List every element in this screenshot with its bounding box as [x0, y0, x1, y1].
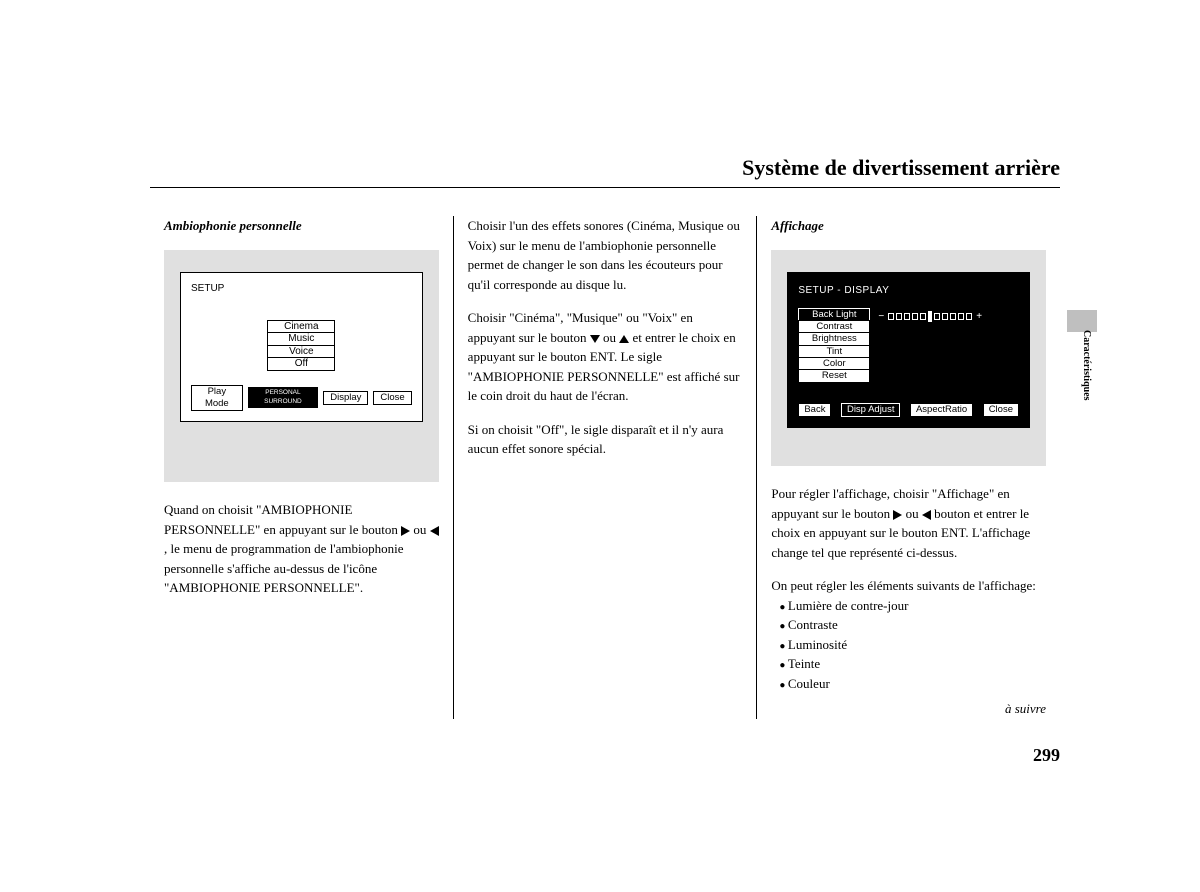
display-screen-title: SETUP - DISPLAY: [798, 283, 1019, 298]
menu-item-off[interactable]: Off: [267, 357, 335, 371]
bullet-tint: Teinte: [779, 654, 1046, 674]
page-number: 299: [1033, 745, 1060, 766]
play-mode-button[interactable]: Play Mode: [191, 385, 243, 412]
triangle-down-icon: [590, 335, 600, 343]
close-button-2[interactable]: Close: [983, 403, 1019, 417]
display-labels: Back Light Contrast Brightness Tint Colo…: [798, 308, 870, 383]
slider-cursor: [928, 311, 932, 322]
triangle-left-icon: [922, 510, 931, 520]
triangle-right-icon: [401, 526, 410, 536]
side-tab: Caractéristiques: [1081, 310, 1092, 401]
col1-text-c: , le menu de programmation de l'ambiopho…: [164, 541, 404, 595]
col3-para2: On peut régler les éléments suivants de …: [771, 576, 1046, 596]
slider-area: − +: [876, 308, 1019, 383]
display-bottom-row: Back Disp Adjust AspectRatio Close: [798, 403, 1019, 417]
plus-sign: +: [976, 309, 982, 324]
menu-item-voice[interactable]: Voice: [267, 345, 335, 359]
close-button[interactable]: Close: [373, 391, 411, 405]
personal-surround-button[interactable]: PERSONAL SURROUND: [248, 387, 319, 408]
col2-para2: Choisir "Cinéma", "Musique" ou "Voix" en…: [468, 308, 743, 406]
column-3: Affichage SETUP - DISPLAY Back Light Con…: [756, 216, 1060, 719]
setup-screen: SETUP Cinema Music Voice Off Play Mode P…: [180, 272, 423, 423]
column-1: Ambiophonie personnelle SETUP Cinema Mus…: [150, 216, 453, 719]
setup-screen-title: SETUP: [191, 281, 412, 296]
label-backlight[interactable]: Back Light: [798, 308, 870, 321]
display-screen-frame: SETUP - DISPLAY Back Light Contrast Brig…: [771, 250, 1046, 467]
setup-bottom-row: Play Mode PERSONAL SURROUND Display Clos…: [191, 385, 412, 412]
col2-para3: Si on choisit "Off", le sigle disparaît …: [468, 420, 743, 459]
col1-paragraph: Quand on choisit "AMBIOPHONIE PERSONNELL…: [164, 500, 439, 598]
aspect-ratio-button[interactable]: AspectRatio: [910, 403, 973, 417]
page-title: Système de divertissement arrière: [150, 155, 1060, 188]
setup-screen-frame: SETUP Cinema Music Voice Off Play Mode P…: [164, 250, 439, 483]
minus-sign: −: [878, 309, 884, 324]
content-columns: Ambiophonie personnelle SETUP Cinema Mus…: [150, 216, 1060, 719]
display-screen: SETUP - DISPLAY Back Light Contrast Brig…: [787, 272, 1030, 429]
continue-text: à suivre: [771, 699, 1046, 719]
col3-para1: Pour régler l'affichage, choisir "Affich…: [771, 484, 1046, 562]
col2-para1: Choisir l'un des effets sonores (Cinéma,…: [468, 216, 743, 294]
bullet-brightness: Luminosité: [779, 635, 1046, 655]
surround-menu: Cinema Music Voice Off: [191, 320, 412, 371]
col1-heading: Ambiophonie personnelle: [164, 216, 439, 236]
bullet-color: Couleur: [779, 674, 1046, 694]
label-tint[interactable]: Tint: [798, 345, 870, 358]
back-button[interactable]: Back: [798, 403, 831, 417]
display-button[interactable]: Display: [323, 391, 368, 405]
menu-item-music[interactable]: Music: [267, 332, 335, 346]
triangle-right-icon: [893, 510, 902, 520]
triangle-left-icon: [430, 526, 439, 536]
disp-adjust-button[interactable]: Disp Adjust: [841, 403, 901, 417]
display-bullets: Lumière de contre-jour Contraste Luminos…: [771, 596, 1046, 694]
triangle-up-icon: [619, 335, 629, 343]
col3-text-b: ou: [906, 506, 922, 521]
display-body: Back Light Contrast Brightness Tint Colo…: [798, 308, 1019, 383]
label-reset[interactable]: Reset: [798, 369, 870, 382]
col1-text-a: Quand on choisit "AMBIOPHONIE PERSONNELL…: [164, 502, 398, 537]
col1-text-b: ou: [413, 522, 426, 537]
column-2: Choisir l'un des effets sonores (Cinéma,…: [453, 216, 757, 719]
label-color[interactable]: Color: [798, 357, 870, 370]
bullet-backlight: Lumière de contre-jour: [779, 596, 1046, 616]
menu-item-cinema[interactable]: Cinema: [267, 320, 335, 334]
col3-heading: Affichage: [771, 216, 1046, 236]
label-contrast[interactable]: Contrast: [798, 320, 870, 333]
col2-text-b: ou: [600, 330, 620, 345]
label-brightness[interactable]: Brightness: [798, 332, 870, 345]
backlight-slider[interactable]: − +: [876, 309, 984, 324]
bullet-contrast: Contraste: [779, 615, 1046, 635]
